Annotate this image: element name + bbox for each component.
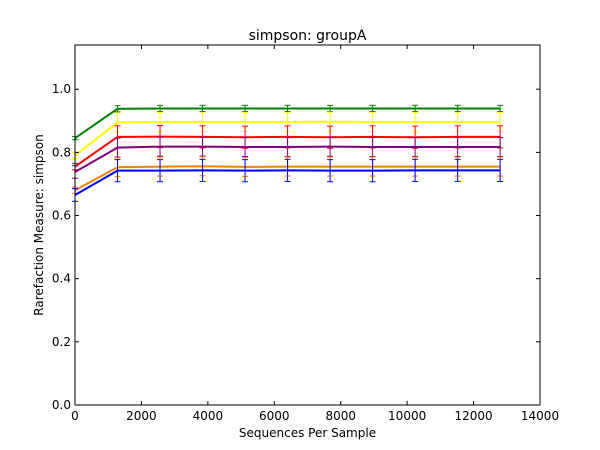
series-4 (72, 136, 504, 179)
x-tick-label: 6000 (259, 409, 290, 423)
y-tick-label: 0.4 (52, 272, 71, 286)
y-tick-label: 1.0 (52, 82, 71, 96)
series-3 (72, 125, 504, 171)
y-tick-label: 0.8 (52, 145, 71, 159)
plot-frame (74, 44, 541, 406)
x-tick-label: 10000 (388, 409, 426, 423)
series-line (74, 107, 501, 139)
x-tick-label: 4000 (193, 409, 224, 423)
y-axis-label: Rarefaction Measure: simpson (32, 134, 46, 315)
series-1 (72, 104, 504, 141)
x-axis-label: Sequences Per Sample (239, 426, 376, 440)
x-tick-label: 2000 (126, 409, 157, 423)
y-tick-label: 0.6 (52, 209, 71, 223)
y-tick-label: 0.2 (52, 335, 71, 349)
series-line (74, 145, 501, 173)
x-tick-label: 8000 (325, 409, 356, 423)
x-tick-label: 0 (71, 409, 79, 423)
series-line (74, 120, 501, 157)
x-tick-label: 14000 (521, 409, 559, 423)
y-tick-label: 0.0 (52, 398, 71, 412)
series-line (74, 135, 501, 168)
tick-layer: 0 2000 4000 6000 8000 10000 12000 14000 0.0 0.2 0.… (52, 45, 559, 423)
x-tick-label: 12000 (454, 409, 492, 423)
series-layer (72, 104, 504, 202)
series-line (74, 169, 501, 196)
chart-title: simpson: groupA (249, 28, 367, 44)
